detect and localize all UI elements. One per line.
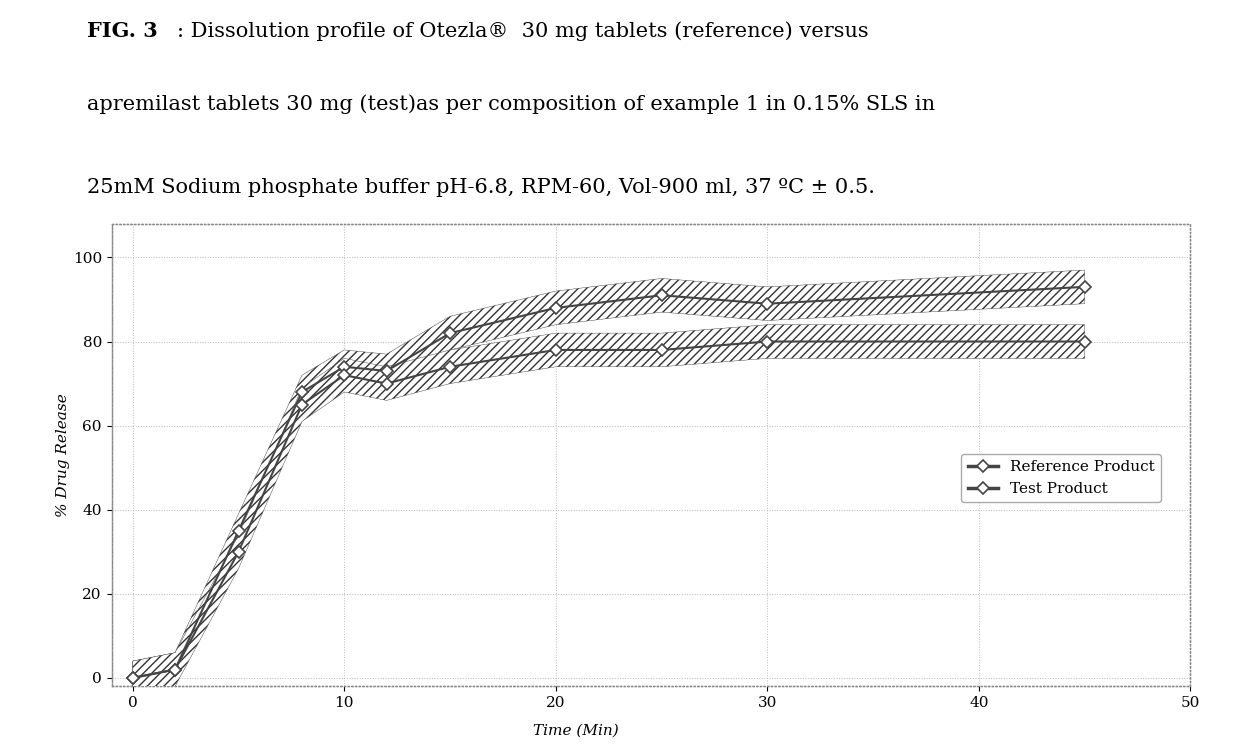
Test Product bbox=[379, 379, 394, 388]
Test Product bbox=[125, 674, 140, 683]
Test Product bbox=[167, 665, 182, 674]
Test Product bbox=[1078, 337, 1092, 346]
Test Product bbox=[231, 548, 246, 557]
Test Product bbox=[337, 371, 352, 380]
Reference Product bbox=[295, 387, 310, 396]
X-axis label: Time (Min): Time (Min) bbox=[533, 724, 619, 737]
Test Product bbox=[655, 345, 670, 354]
Legend: Reference Product, Test Product: Reference Product, Test Product bbox=[961, 454, 1161, 502]
Bar bbox=[112, 224, 1190, 686]
Test Product bbox=[295, 400, 310, 409]
Test Product bbox=[443, 363, 458, 372]
Reference Product bbox=[443, 329, 458, 338]
Y-axis label: % Drug Release: % Drug Release bbox=[56, 393, 69, 517]
Text: : Dissolution profile of Otezla®  30 mg tablets (reference) versus: : Dissolution profile of Otezla® 30 mg t… bbox=[177, 22, 869, 41]
Test Product bbox=[548, 345, 563, 354]
Reference Product bbox=[655, 291, 670, 300]
Line: Reference Product: Reference Product bbox=[129, 283, 1089, 682]
Line: Test Product: Test Product bbox=[129, 337, 1089, 682]
Reference Product bbox=[760, 299, 775, 308]
Test Product bbox=[760, 337, 775, 346]
Reference Product bbox=[1078, 283, 1092, 292]
Reference Product bbox=[231, 526, 246, 535]
Text: FIG. 3: FIG. 3 bbox=[87, 22, 157, 41]
Reference Product bbox=[548, 304, 563, 313]
Reference Product bbox=[379, 366, 394, 375]
Reference Product bbox=[337, 363, 352, 372]
Text: 25mM Sodium phosphate buffer pH-6.8, RPM-60, Vol-900 ml, 37 ºC ± 0.5.: 25mM Sodium phosphate buffer pH-6.8, RPM… bbox=[87, 178, 874, 198]
Reference Product bbox=[167, 665, 182, 674]
Text: apremilast tablets 30 mg (test)as per composition of example 1 in 0.15% SLS in: apremilast tablets 30 mg (test)as per co… bbox=[87, 95, 935, 114]
Reference Product bbox=[125, 674, 140, 683]
